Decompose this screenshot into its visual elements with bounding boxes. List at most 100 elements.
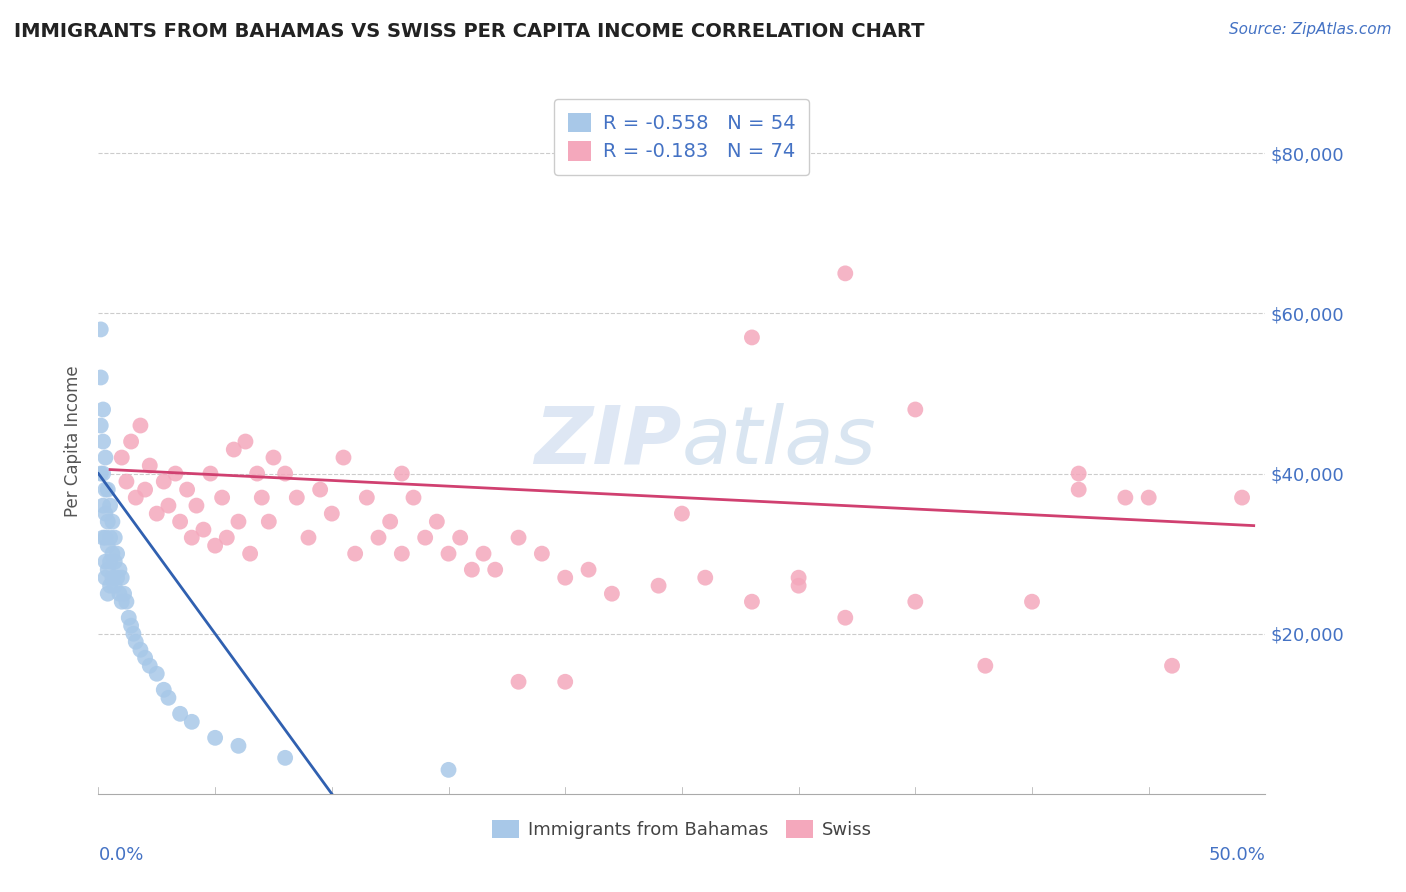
- Point: [426, 515, 449, 529]
- Point: [139, 658, 162, 673]
- Point: [741, 330, 763, 344]
- Point: [671, 507, 693, 521]
- Point: [122, 626, 145, 640]
- Point: [94, 450, 117, 465]
- Point: [262, 450, 284, 465]
- Point: [1067, 483, 1090, 497]
- Point: [180, 531, 202, 545]
- Point: [508, 674, 530, 689]
- Point: [904, 595, 927, 609]
- Point: [111, 571, 134, 585]
- Point: [695, 571, 717, 585]
- Point: [91, 467, 114, 481]
- Point: [165, 467, 187, 481]
- Point: [115, 475, 138, 489]
- Point: [129, 642, 152, 657]
- Point: [367, 531, 389, 545]
- Point: [90, 467, 112, 481]
- Point: [112, 587, 135, 601]
- Point: [1230, 491, 1253, 505]
- Point: [120, 618, 142, 632]
- Point: [246, 467, 269, 481]
- Point: [356, 491, 378, 505]
- Text: IMMIGRANTS FROM BAHAMAS VS SWISS PER CAPITA INCOME CORRELATION CHART: IMMIGRANTS FROM BAHAMAS VS SWISS PER CAP…: [14, 22, 925, 41]
- Point: [437, 763, 460, 777]
- Point: [204, 731, 226, 745]
- Point: [647, 579, 669, 593]
- Point: [211, 491, 233, 505]
- Point: [94, 507, 117, 521]
- Point: [1114, 491, 1136, 505]
- Point: [146, 507, 169, 521]
- Point: [118, 611, 141, 625]
- Point: [94, 555, 117, 569]
- Point: [97, 587, 120, 601]
- Point: [1067, 467, 1090, 481]
- Point: [200, 467, 222, 481]
- Point: [105, 571, 128, 585]
- Point: [1137, 491, 1160, 505]
- Point: [437, 547, 460, 561]
- Point: [94, 571, 117, 585]
- Point: [105, 547, 128, 561]
- Point: [228, 739, 250, 753]
- Point: [239, 547, 262, 561]
- Point: [120, 434, 142, 449]
- Text: 50.0%: 50.0%: [1209, 846, 1265, 864]
- Point: [285, 491, 308, 505]
- Point: [97, 539, 120, 553]
- Point: [94, 531, 117, 545]
- Point: [472, 547, 495, 561]
- Point: [554, 674, 576, 689]
- Point: [98, 555, 121, 569]
- Point: [90, 418, 112, 433]
- Point: [235, 434, 257, 449]
- Point: [274, 467, 297, 481]
- Point: [98, 579, 121, 593]
- Point: [134, 483, 156, 497]
- Point: [309, 483, 332, 497]
- Point: [834, 266, 856, 280]
- Point: [215, 531, 238, 545]
- Point: [974, 658, 997, 673]
- Point: [787, 579, 810, 593]
- Point: [413, 531, 436, 545]
- Point: [508, 531, 530, 545]
- Point: [125, 491, 148, 505]
- Point: [98, 499, 121, 513]
- Point: [297, 531, 319, 545]
- Point: [250, 491, 273, 505]
- Point: [139, 458, 162, 473]
- Point: [257, 515, 280, 529]
- Point: [104, 531, 127, 545]
- Point: [101, 571, 124, 585]
- Point: [91, 434, 114, 449]
- Point: [1161, 658, 1184, 673]
- Point: [1021, 595, 1043, 609]
- Text: 0.0%: 0.0%: [98, 846, 143, 864]
- Point: [344, 547, 367, 561]
- Point: [391, 467, 413, 481]
- Text: ZIP: ZIP: [534, 402, 682, 481]
- Point: [111, 450, 134, 465]
- Point: [380, 515, 402, 529]
- Point: [97, 483, 120, 497]
- Point: [834, 611, 856, 625]
- Point: [152, 475, 174, 489]
- Point: [484, 563, 506, 577]
- Point: [787, 571, 810, 585]
- Text: Source: ZipAtlas.com: Source: ZipAtlas.com: [1229, 22, 1392, 37]
- Point: [186, 499, 208, 513]
- Point: [104, 579, 127, 593]
- Point: [600, 587, 623, 601]
- Point: [228, 515, 250, 529]
- Point: [157, 690, 180, 705]
- Point: [204, 539, 226, 553]
- Point: [97, 563, 120, 577]
- Point: [193, 523, 215, 537]
- Point: [104, 555, 127, 569]
- Point: [176, 483, 198, 497]
- Point: [101, 515, 124, 529]
- Point: [98, 531, 121, 545]
- Point: [449, 531, 471, 545]
